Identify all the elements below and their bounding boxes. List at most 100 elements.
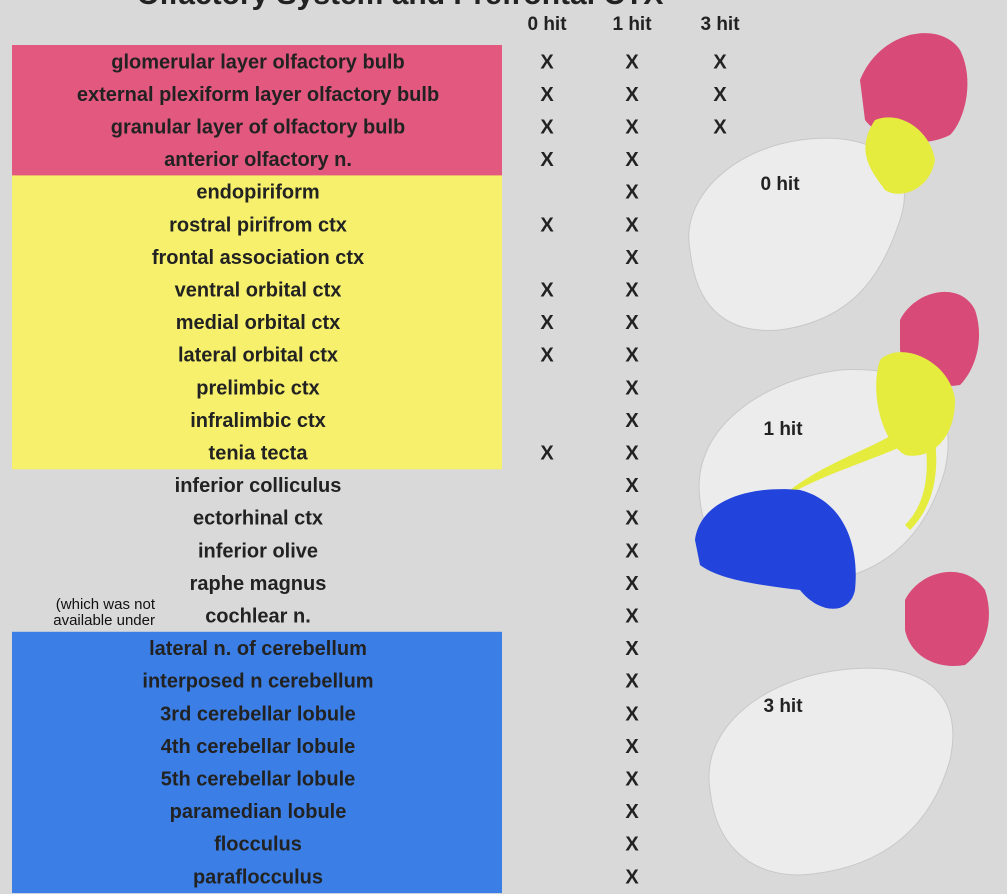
hit-mark: X xyxy=(625,736,639,758)
row-highlight xyxy=(12,208,502,242)
row-highlight xyxy=(12,371,502,405)
row-highlight xyxy=(12,860,502,894)
prefrontal-region xyxy=(865,117,935,194)
hit-mark: X xyxy=(625,84,639,106)
row-highlight xyxy=(12,697,502,731)
hit-mark: X xyxy=(540,214,554,236)
hit-mark: X xyxy=(625,703,639,725)
hit-mark: X xyxy=(625,671,639,693)
hit-mark: X xyxy=(625,769,639,791)
hit-mark: X xyxy=(625,443,639,465)
row-label: external plexiform layer olfactory bulb xyxy=(77,84,439,106)
hit-mark: X xyxy=(625,410,639,432)
row-highlight xyxy=(12,631,502,665)
row-label: raphe magnus xyxy=(190,573,327,595)
row-highlight xyxy=(12,305,502,339)
hit-mark: X xyxy=(625,638,639,660)
hit-mark: X xyxy=(625,51,639,73)
hit-mark: X xyxy=(713,84,727,106)
row-highlight xyxy=(12,110,502,144)
row-label: endopiriform xyxy=(196,182,319,204)
hit-mark: X xyxy=(625,508,639,530)
hit-mark: X xyxy=(625,540,639,562)
brain-outline xyxy=(688,137,905,331)
overlay-text: available under xyxy=(53,612,155,629)
olfactory-bulb xyxy=(905,571,989,666)
hit-mark: X xyxy=(625,573,639,595)
row-label: glomerular layer olfactory bulb xyxy=(111,51,404,73)
row-label: medial orbital ctx xyxy=(176,312,341,334)
hit-mark: X xyxy=(625,377,639,399)
hit-mark: X xyxy=(540,443,554,465)
column-header: 3 hit xyxy=(700,14,740,35)
title: Olfactory System and Prefrontal CTX xyxy=(137,0,664,11)
column-header: 1 hit xyxy=(612,14,652,35)
hit-mark: X xyxy=(625,280,639,302)
row-highlight xyxy=(12,729,502,763)
row-label: frontal association ctx xyxy=(152,247,364,269)
row-label: flocculus xyxy=(214,834,302,856)
olfactory-bulb xyxy=(860,33,968,143)
image-label: 1 hit xyxy=(763,419,803,440)
hit-mark: X xyxy=(625,801,639,823)
row-label: ectorhinal ctx xyxy=(193,508,323,530)
row-highlight xyxy=(12,827,502,861)
hit-mark: X xyxy=(540,149,554,171)
row-highlight xyxy=(12,45,502,79)
row-label: tenia tecta xyxy=(209,443,309,465)
row-label: lateral n. of cerebellum xyxy=(149,638,367,660)
row-label: 3rd cerebellar lobule xyxy=(160,703,356,725)
row-label: cochlear n. xyxy=(205,606,311,628)
row-highlight xyxy=(12,77,502,111)
row-label: inferior olive xyxy=(198,540,318,562)
hit-mark: X xyxy=(625,182,639,204)
hit-mark: X xyxy=(625,312,639,334)
row-label: paramedian lobule xyxy=(170,801,347,823)
hit-mark: X xyxy=(625,834,639,856)
row-label: rostral pirifrom ctx xyxy=(169,214,347,236)
hit-mark: X xyxy=(540,84,554,106)
row-highlight xyxy=(12,403,502,437)
cerebellum-region xyxy=(695,489,856,609)
hit-mark: X xyxy=(625,345,639,367)
hit-mark: X xyxy=(540,280,554,302)
row-label: ventral orbital ctx xyxy=(175,280,342,302)
row-label: anterior olfactory n. xyxy=(164,149,352,171)
row-label: infralimbic ctx xyxy=(190,410,326,432)
row-label: interposed n cerebellum xyxy=(142,671,373,693)
row-highlight xyxy=(12,762,502,796)
image-label: 0 hit xyxy=(760,174,800,195)
row-highlight xyxy=(12,338,502,372)
hit-mark: X xyxy=(625,149,639,171)
row-highlight xyxy=(12,436,502,470)
hit-mark: X xyxy=(625,214,639,236)
row-label: 4th cerebellar lobule xyxy=(161,736,356,758)
row-highlight xyxy=(12,794,502,828)
image-label: 3 hit xyxy=(763,696,803,717)
row-label: lateral orbital ctx xyxy=(178,345,338,367)
hit-mark: X xyxy=(540,345,554,367)
hit-mark: X xyxy=(625,247,639,269)
row-highlight xyxy=(12,240,502,274)
prefrontal-tract xyxy=(780,430,905,500)
prefrontal-tract xyxy=(905,440,937,530)
row-highlight xyxy=(12,142,502,176)
row-label: granular layer of olfactory bulb xyxy=(111,117,406,139)
hit-mark: X xyxy=(625,475,639,497)
hit-mark: X xyxy=(625,606,639,628)
brain-outline xyxy=(708,667,954,876)
row-highlight xyxy=(12,273,502,307)
column-header: 0 hit xyxy=(527,14,567,35)
row-highlight xyxy=(12,175,502,209)
brain-renderings xyxy=(688,33,989,876)
hit-mark: X xyxy=(625,866,639,888)
hit-mark: X xyxy=(540,312,554,334)
prefrontal-region xyxy=(876,352,955,456)
overlay-text: (which was not xyxy=(56,596,156,613)
hit-mark: X xyxy=(713,51,727,73)
row-label: 5th cerebellar lobule xyxy=(161,769,356,791)
hit-mark: X xyxy=(625,117,639,139)
hit-mark: X xyxy=(540,117,554,139)
table: Olfactory System and Prefrontal CTX 0 hit… xyxy=(12,0,803,894)
